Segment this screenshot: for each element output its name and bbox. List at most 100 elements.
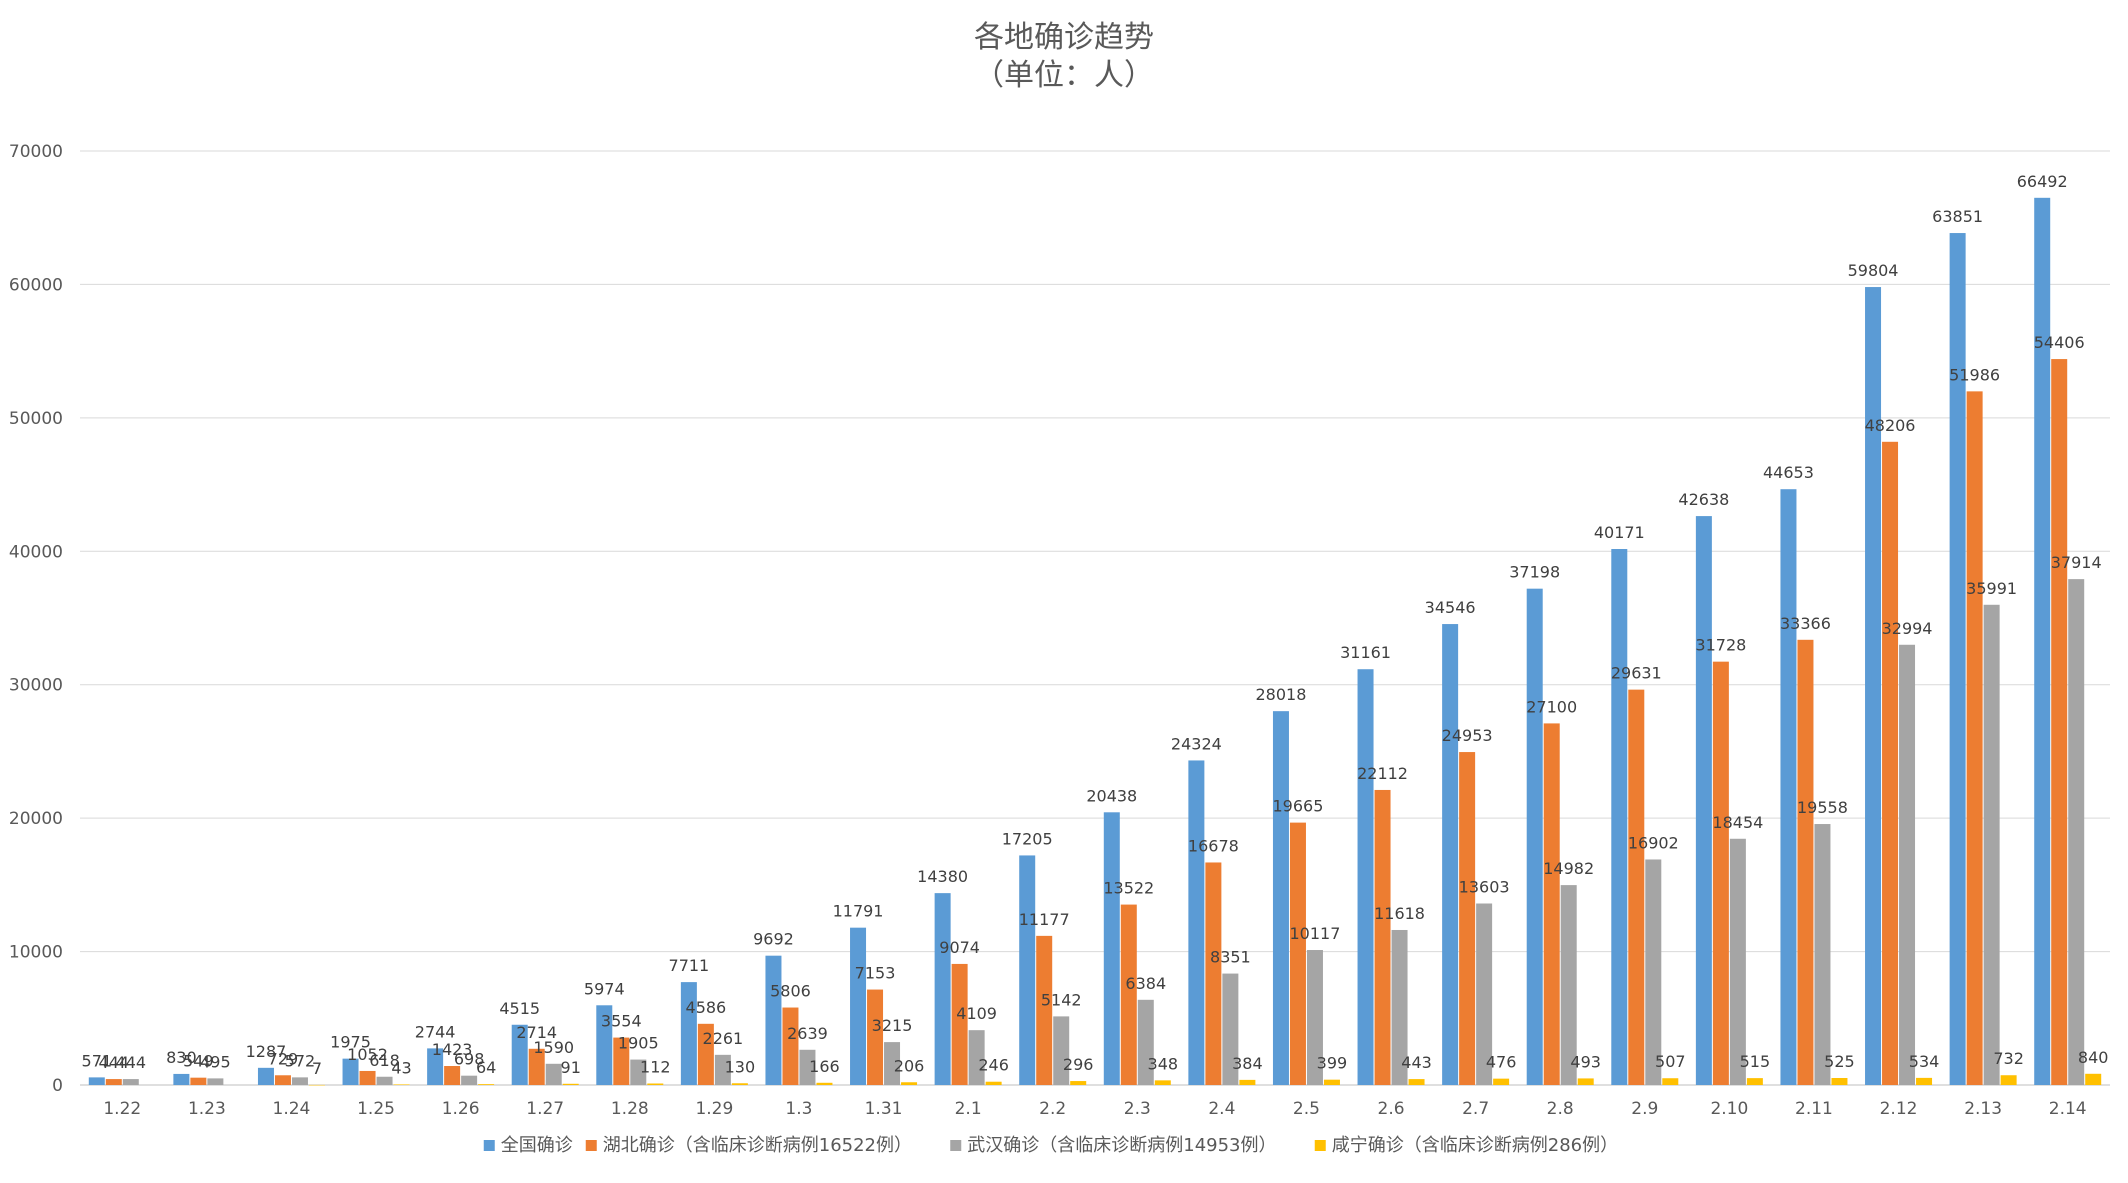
bar: [511, 1024, 528, 1085]
data-label: 1423: [432, 1040, 473, 1059]
x-tick-label: 1.29: [695, 1099, 733, 1119]
data-label: 11791: [833, 902, 884, 921]
bar: [1137, 999, 1154, 1085]
data-label: 4515: [499, 999, 540, 1018]
bar: [1272, 711, 1289, 1085]
data-label: 28018: [1256, 685, 1307, 704]
x-tick-label: 1.3: [785, 1099, 812, 1119]
data-label: 32994: [1882, 619, 1933, 638]
bar: [884, 1042, 901, 1085]
x-tick-label: 2.1: [955, 1099, 982, 1119]
bar: [1882, 441, 1899, 1086]
bar: [765, 955, 782, 1085]
bar: [1222, 973, 1239, 1085]
bar: [1949, 233, 1966, 1085]
bar: [190, 1077, 207, 1085]
data-label: 2714: [516, 1023, 557, 1042]
data-label: 476: [1486, 1053, 1517, 1072]
bar: [1239, 1079, 1256, 1085]
x-tick-label: 1.27: [526, 1099, 564, 1119]
data-label: 112: [640, 1058, 671, 1077]
bar: [680, 982, 697, 1085]
data-label: 37914: [2051, 553, 2102, 572]
bar: [562, 1083, 579, 1085]
data-label: 19558: [1797, 798, 1848, 817]
bar: [1036, 935, 1053, 1085]
x-tick-label: 2.7: [1462, 1099, 1489, 1119]
data-label: 549: [183, 1052, 214, 1071]
bar: [1628, 689, 1645, 1085]
data-label: 2261: [703, 1029, 744, 1048]
data-label: 11618: [1374, 904, 1425, 923]
x-tick-label: 2.6: [1378, 1099, 1405, 1119]
bar: [2034, 197, 2051, 1085]
data-label: 10117: [1290, 924, 1341, 943]
bar: [850, 927, 867, 1085]
bar: [630, 1059, 647, 1085]
data-label: 399: [1317, 1054, 1348, 1073]
x-tick-label: 2.10: [1710, 1099, 1748, 1119]
data-label: 1975: [330, 1033, 371, 1052]
bar: [274, 1075, 291, 1085]
bar: [342, 1058, 359, 1085]
bar: [461, 1075, 478, 1085]
bar: [88, 1077, 105, 1085]
data-label: 9074: [939, 938, 980, 957]
bar: [816, 1082, 833, 1085]
bar: [1814, 824, 1831, 1085]
data-label: 16678: [1188, 836, 1239, 855]
bar: [427, 1048, 444, 1085]
x-tick-label: 2.11: [1795, 1099, 1833, 1119]
data-label: 91: [561, 1058, 581, 1077]
bar: [782, 1007, 799, 1085]
bar: [1459, 752, 1476, 1085]
bar: [1560, 885, 1577, 1085]
data-label: 2639: [787, 1024, 828, 1043]
x-tick-label: 2.5: [1293, 1099, 1320, 1119]
x-tick-label: 2.4: [1208, 1099, 1235, 1119]
x-tick-label: 1.24: [273, 1099, 311, 1119]
bar: [731, 1083, 748, 1085]
y-tick-label: 30000: [9, 676, 63, 696]
bar: [359, 1070, 376, 1085]
bar: [1645, 859, 1662, 1085]
data-label: 17205: [1002, 829, 1053, 848]
bar: [697, 1023, 714, 1085]
y-tick-label: 20000: [9, 809, 63, 829]
bar: [1289, 822, 1306, 1085]
data-label: 7: [312, 1059, 322, 1078]
data-label: 37198: [1509, 563, 1560, 582]
bar: [1797, 639, 1814, 1085]
data-label: 534: [1909, 1052, 1940, 1071]
x-tick-label: 2.14: [2049, 1099, 2087, 1119]
x-tick-label: 1.23: [188, 1099, 226, 1119]
data-label: 1590: [533, 1038, 574, 1057]
data-label: 348: [1148, 1054, 1179, 1073]
x-tick-label: 2.12: [1880, 1099, 1918, 1119]
data-label: 19665: [1273, 797, 1324, 816]
bar: [1120, 904, 1137, 1085]
data-label: 33366: [1780, 614, 1831, 633]
bar: [1188, 760, 1205, 1085]
chart-title: 各地确诊趋势: [974, 20, 1154, 55]
data-label: 444: [99, 1053, 130, 1072]
bar: [613, 1037, 630, 1085]
bar: [1865, 287, 1882, 1085]
data-label: 130: [725, 1057, 756, 1076]
x-tick-label: 1.22: [103, 1099, 141, 1119]
data-label: 4109: [956, 1004, 997, 1023]
bar: [1712, 661, 1729, 1085]
bar: [1611, 549, 1628, 1085]
bar: [951, 963, 968, 1085]
data-label: 20438: [1086, 786, 1137, 805]
data-label: 13603: [1459, 877, 1510, 896]
data-label: 2744: [415, 1022, 456, 1041]
bar: [1729, 838, 1746, 1085]
data-label: 166: [809, 1057, 840, 1076]
bar: [1695, 516, 1712, 1085]
data-label: 698: [454, 1050, 485, 1069]
x-tick-label: 2.9: [1631, 1099, 1658, 1119]
bar: [1323, 1079, 1340, 1085]
data-label: 18454: [1712, 813, 1763, 832]
